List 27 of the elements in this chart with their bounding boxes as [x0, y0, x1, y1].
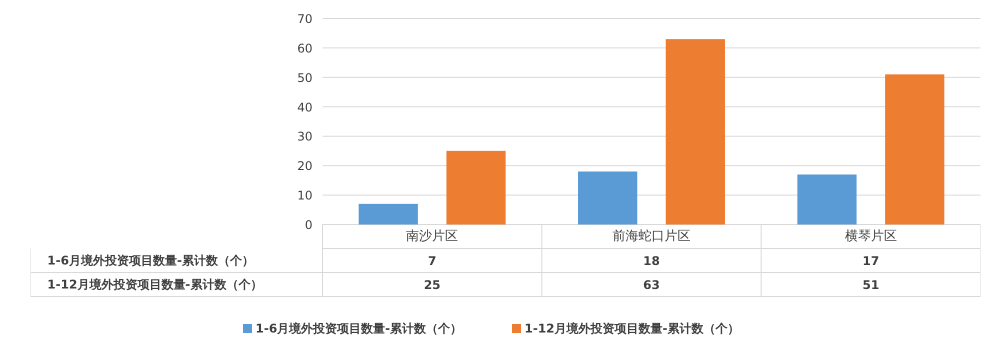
y-tick-label: 70 [297, 12, 313, 26]
legend-label: 1-6月境外投资项目数量-累计数（个） [256, 322, 462, 336]
y-tick-label: 50 [297, 70, 313, 85]
y-tick-label: 40 [297, 100, 313, 114]
bar [885, 74, 944, 224]
y-tick-label: 60 [297, 41, 313, 56]
y-tick-label: 10 [297, 188, 313, 203]
x-tick-label: 南沙片区 [406, 229, 458, 244]
bar [446, 150, 506, 224]
data-label: 7 [428, 254, 436, 268]
bar [578, 172, 638, 224]
text: 1-12月境外投资项目数量-累计数（个） [47, 278, 262, 292]
bar [666, 39, 725, 224]
data-label: 51 [862, 278, 880, 292]
text: 1-6月境外投资项目数量-累计数（个） [47, 254, 254, 268]
bar [797, 174, 857, 224]
y-tick-label: 0 [304, 218, 313, 232]
bar [358, 204, 418, 224]
legend-label: 1-12月境外投资项目数量-累计数（个） [524, 322, 740, 336]
y-tick-label: 20 [297, 159, 313, 174]
x-tick-label: 前海蛇口片区 [612, 229, 690, 244]
y-tick-label: 30 [297, 130, 313, 144]
data-label: 17 [862, 254, 880, 268]
data-label: 63 [643, 278, 660, 292]
data-label: 18 [643, 254, 660, 268]
data-label: 25 [424, 278, 441, 292]
x-tick-label: 横琴片区 [844, 229, 897, 244]
